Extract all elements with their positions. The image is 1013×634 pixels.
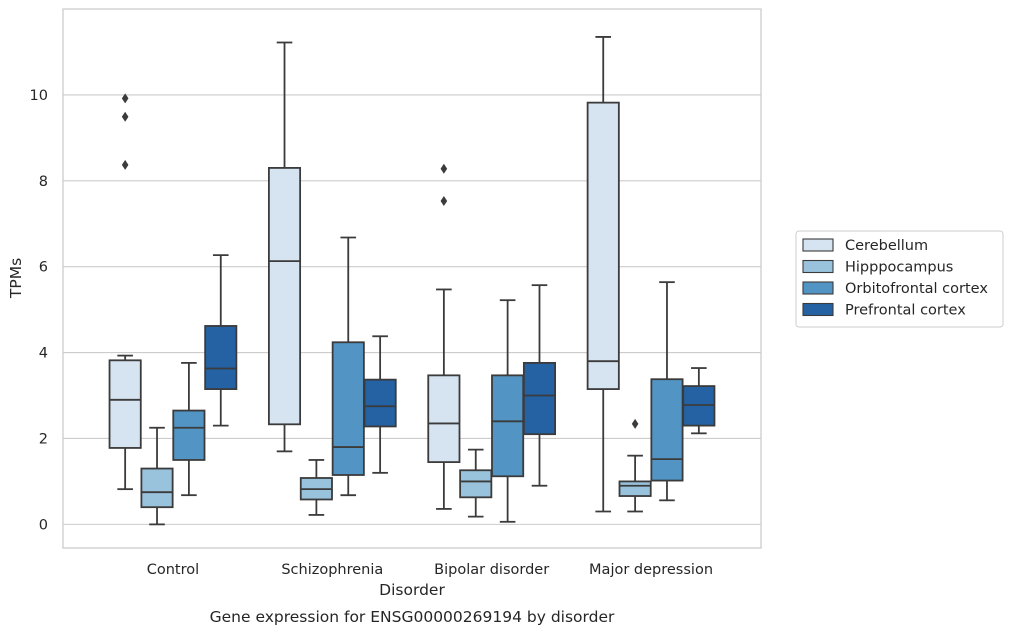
figure-caption: Gene expression for ENSG00000269194 by d…	[210, 608, 615, 626]
box	[140, 467, 174, 509]
legend-label: Orbitofrontal cortex	[845, 281, 988, 297]
box	[172, 409, 206, 461]
box	[522, 361, 557, 436]
y-tick-label: 8	[39, 174, 48, 190]
y-tick-label: 10	[30, 88, 48, 104]
y-axis-label: TPMs	[7, 258, 25, 299]
box-group	[108, 93, 142, 491]
box	[586, 101, 620, 390]
outlier-point	[121, 159, 129, 170]
y-tick-label: 0	[39, 517, 48, 533]
box-group	[331, 236, 365, 497]
legend-label: Prefrontal cortex	[845, 303, 966, 319]
x-tick-label: Bipolar disorder	[434, 562, 549, 578]
box-group	[427, 163, 461, 510]
legend-swatch	[802, 238, 834, 252]
box-group	[363, 335, 397, 474]
box	[363, 378, 397, 428]
legend-swatch	[802, 259, 834, 274]
box-group	[586, 36, 620, 513]
legend-items: Cerebellum Hipppocampus Orbitofrontal cort…	[802, 238, 988, 319]
x-axis-label: Disorder	[379, 581, 445, 599]
box	[108, 359, 142, 449]
legend-label: Cerebellum	[845, 238, 928, 254]
plot-frame	[62, 8, 762, 549]
x-tick-label: Major depression	[589, 562, 713, 578]
box	[267, 167, 302, 426]
outlier-point	[631, 418, 639, 429]
legend-swatch	[802, 281, 834, 295]
boxes	[108, 36, 716, 526]
box-group	[650, 281, 684, 502]
legend: Cerebellum Hipppocampus Orbitofrontal cort…	[795, 230, 1004, 328]
box-group	[299, 459, 333, 516]
outlier-point	[440, 195, 448, 206]
box-group	[491, 299, 525, 523]
outlier-point	[121, 93, 129, 104]
box	[204, 325, 238, 390]
x-tick-labels: Control Schizophrenia Bipolar disorder Majo…	[147, 562, 713, 578]
box	[491, 374, 525, 478]
box-group	[204, 254, 238, 427]
box-group	[618, 418, 652, 513]
box	[331, 341, 365, 476]
box-group	[172, 361, 206, 497]
legend-label: Hipppocampus	[845, 260, 953, 276]
legend-frame	[795, 230, 1004, 328]
box	[427, 374, 461, 464]
box	[459, 469, 493, 499]
box-group	[522, 284, 557, 487]
box-group	[459, 448, 493, 518]
outlier-point	[121, 111, 129, 122]
box-group	[682, 367, 716, 435]
y-tick-label: 6	[39, 260, 48, 276]
x-tick-label: Control	[147, 562, 199, 578]
y-tick-labels: 0 2 4 6 8 10	[30, 88, 48, 533]
y-tick-label: 2	[39, 431, 48, 447]
box-group	[140, 426, 174, 526]
outlier-point	[440, 163, 448, 174]
legend-swatch	[802, 302, 834, 317]
box	[618, 480, 652, 497]
box	[650, 378, 684, 482]
x-tick-label: Schizophrenia	[281, 562, 383, 578]
box-group	[267, 41, 302, 453]
y-tick-label: 4	[39, 346, 48, 362]
